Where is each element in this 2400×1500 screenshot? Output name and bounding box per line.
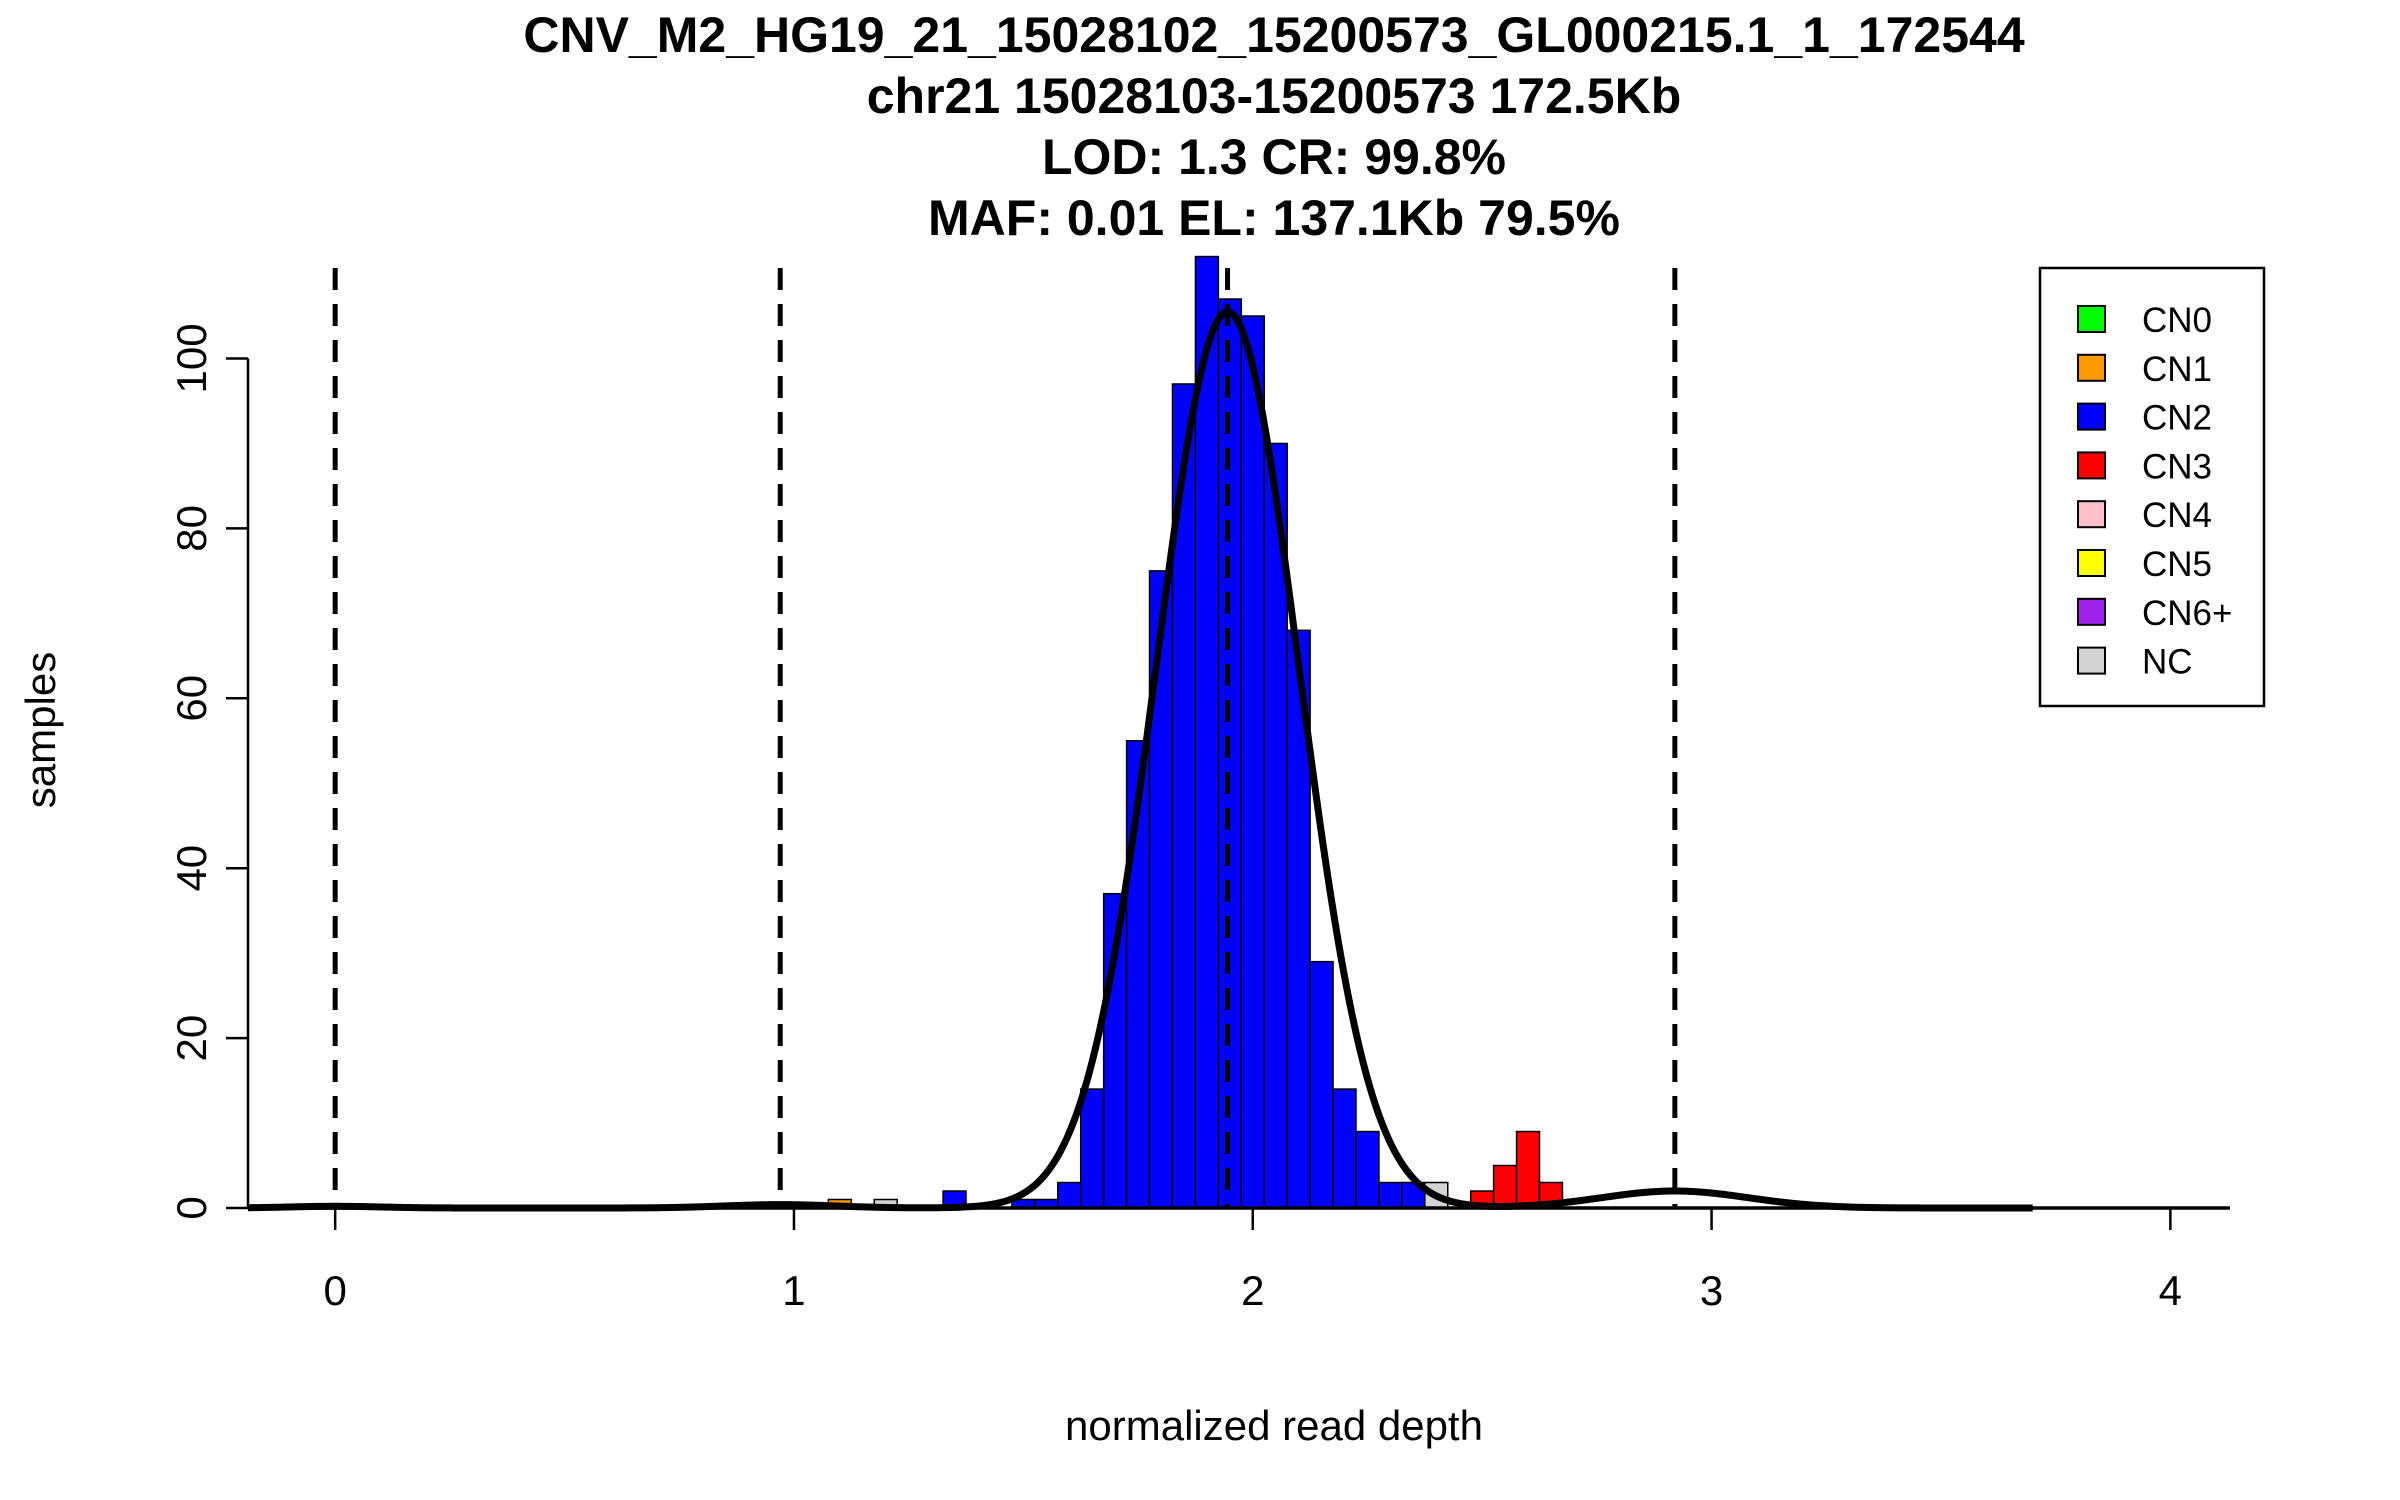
x-tick-label: 1 <box>782 1267 805 1314</box>
histogram-bar-cn3 <box>1515 1130 1541 1209</box>
title-line-1: CNV_M2_HG19_21_15028102_15200573_GL00021… <box>523 7 2024 63</box>
histogram-bar-cn3 <box>1492 1164 1518 1209</box>
title-line-2: chr21 15028103-15200573 172.5Kb <box>867 68 1682 124</box>
histogram-bar-cn2 <box>1378 1181 1403 1209</box>
legend-swatch-cn5 <box>2077 549 2106 577</box>
legend-label: NC <box>2142 643 2193 682</box>
legend-swatch-cn0 <box>2077 305 2106 333</box>
y-axis: 0 20 40 60 80 100 <box>168 323 250 1220</box>
legend-swatch-cn6plus <box>2077 597 2106 626</box>
histogram-bars <box>827 255 1564 1209</box>
x-tick-label: 2 <box>1241 1267 1264 1314</box>
cn-threshold-lines <box>332 268 1678 1208</box>
chart-title: CNV_M2_HG19_21_15028102_15200573_GL00021… <box>523 7 2024 246</box>
legend: CN0 CN1 CN2 CN3 CN4 CN5 CN6+ NC <box>2038 266 2266 708</box>
legend-label: CN4 <box>2142 496 2212 535</box>
x-tick-label: 3 <box>1700 1267 1723 1314</box>
legend-label: CN5 <box>2142 545 2212 584</box>
x-axis: 0 1 2 3 4 <box>248 1206 2230 1314</box>
histogram-bar-cn2 <box>1355 1130 1380 1209</box>
legend-label: CN3 <box>2142 447 2212 486</box>
y-tick-label: 60 <box>168 675 215 722</box>
y-tick-label: 80 <box>168 505 215 552</box>
legend-swatch-nc <box>2077 646 2106 675</box>
legend-label: CN2 <box>2142 399 2212 438</box>
legend-swatch-cn3 <box>2077 451 2106 480</box>
title-line-4: MAF: 0.01 EL: 137.1Kb 79.5% <box>928 190 1620 246</box>
x-tick-label: 0 <box>323 1267 346 1314</box>
x-axis-label: normalized read depth <box>1065 1402 1483 1449</box>
legend-box <box>2038 266 2266 708</box>
histogram-bar-cn2 <box>1079 1088 1105 1209</box>
legend-label: CN1 <box>2142 350 2212 389</box>
histogram-bar-cn2 <box>1332 1088 1357 1209</box>
y-tick-label: 100 <box>168 323 215 393</box>
histogram-bar-cn2 <box>1309 960 1334 1209</box>
legend-swatch-cn4 <box>2077 500 2106 529</box>
y-axis-label: samples <box>17 652 64 808</box>
y-tick-label: 40 <box>168 845 215 892</box>
legend-label: CN0 <box>2142 301 2212 340</box>
histogram-bar-cn2 <box>1240 315 1265 1209</box>
histogram-bar-cn2 <box>1057 1181 1082 1209</box>
y-tick-label: 0 <box>168 1196 215 1219</box>
legend-swatch-cn2 <box>2077 402 2106 431</box>
title-line-3: LOD: 1.3 CR: 99.8% <box>1042 129 1506 185</box>
legend-swatch-cn1 <box>2077 353 2106 382</box>
x-tick-label: 4 <box>2159 1267 2182 1314</box>
legend-label: CN6+ <box>2142 594 2232 633</box>
y-tick-label: 20 <box>168 1015 215 1062</box>
